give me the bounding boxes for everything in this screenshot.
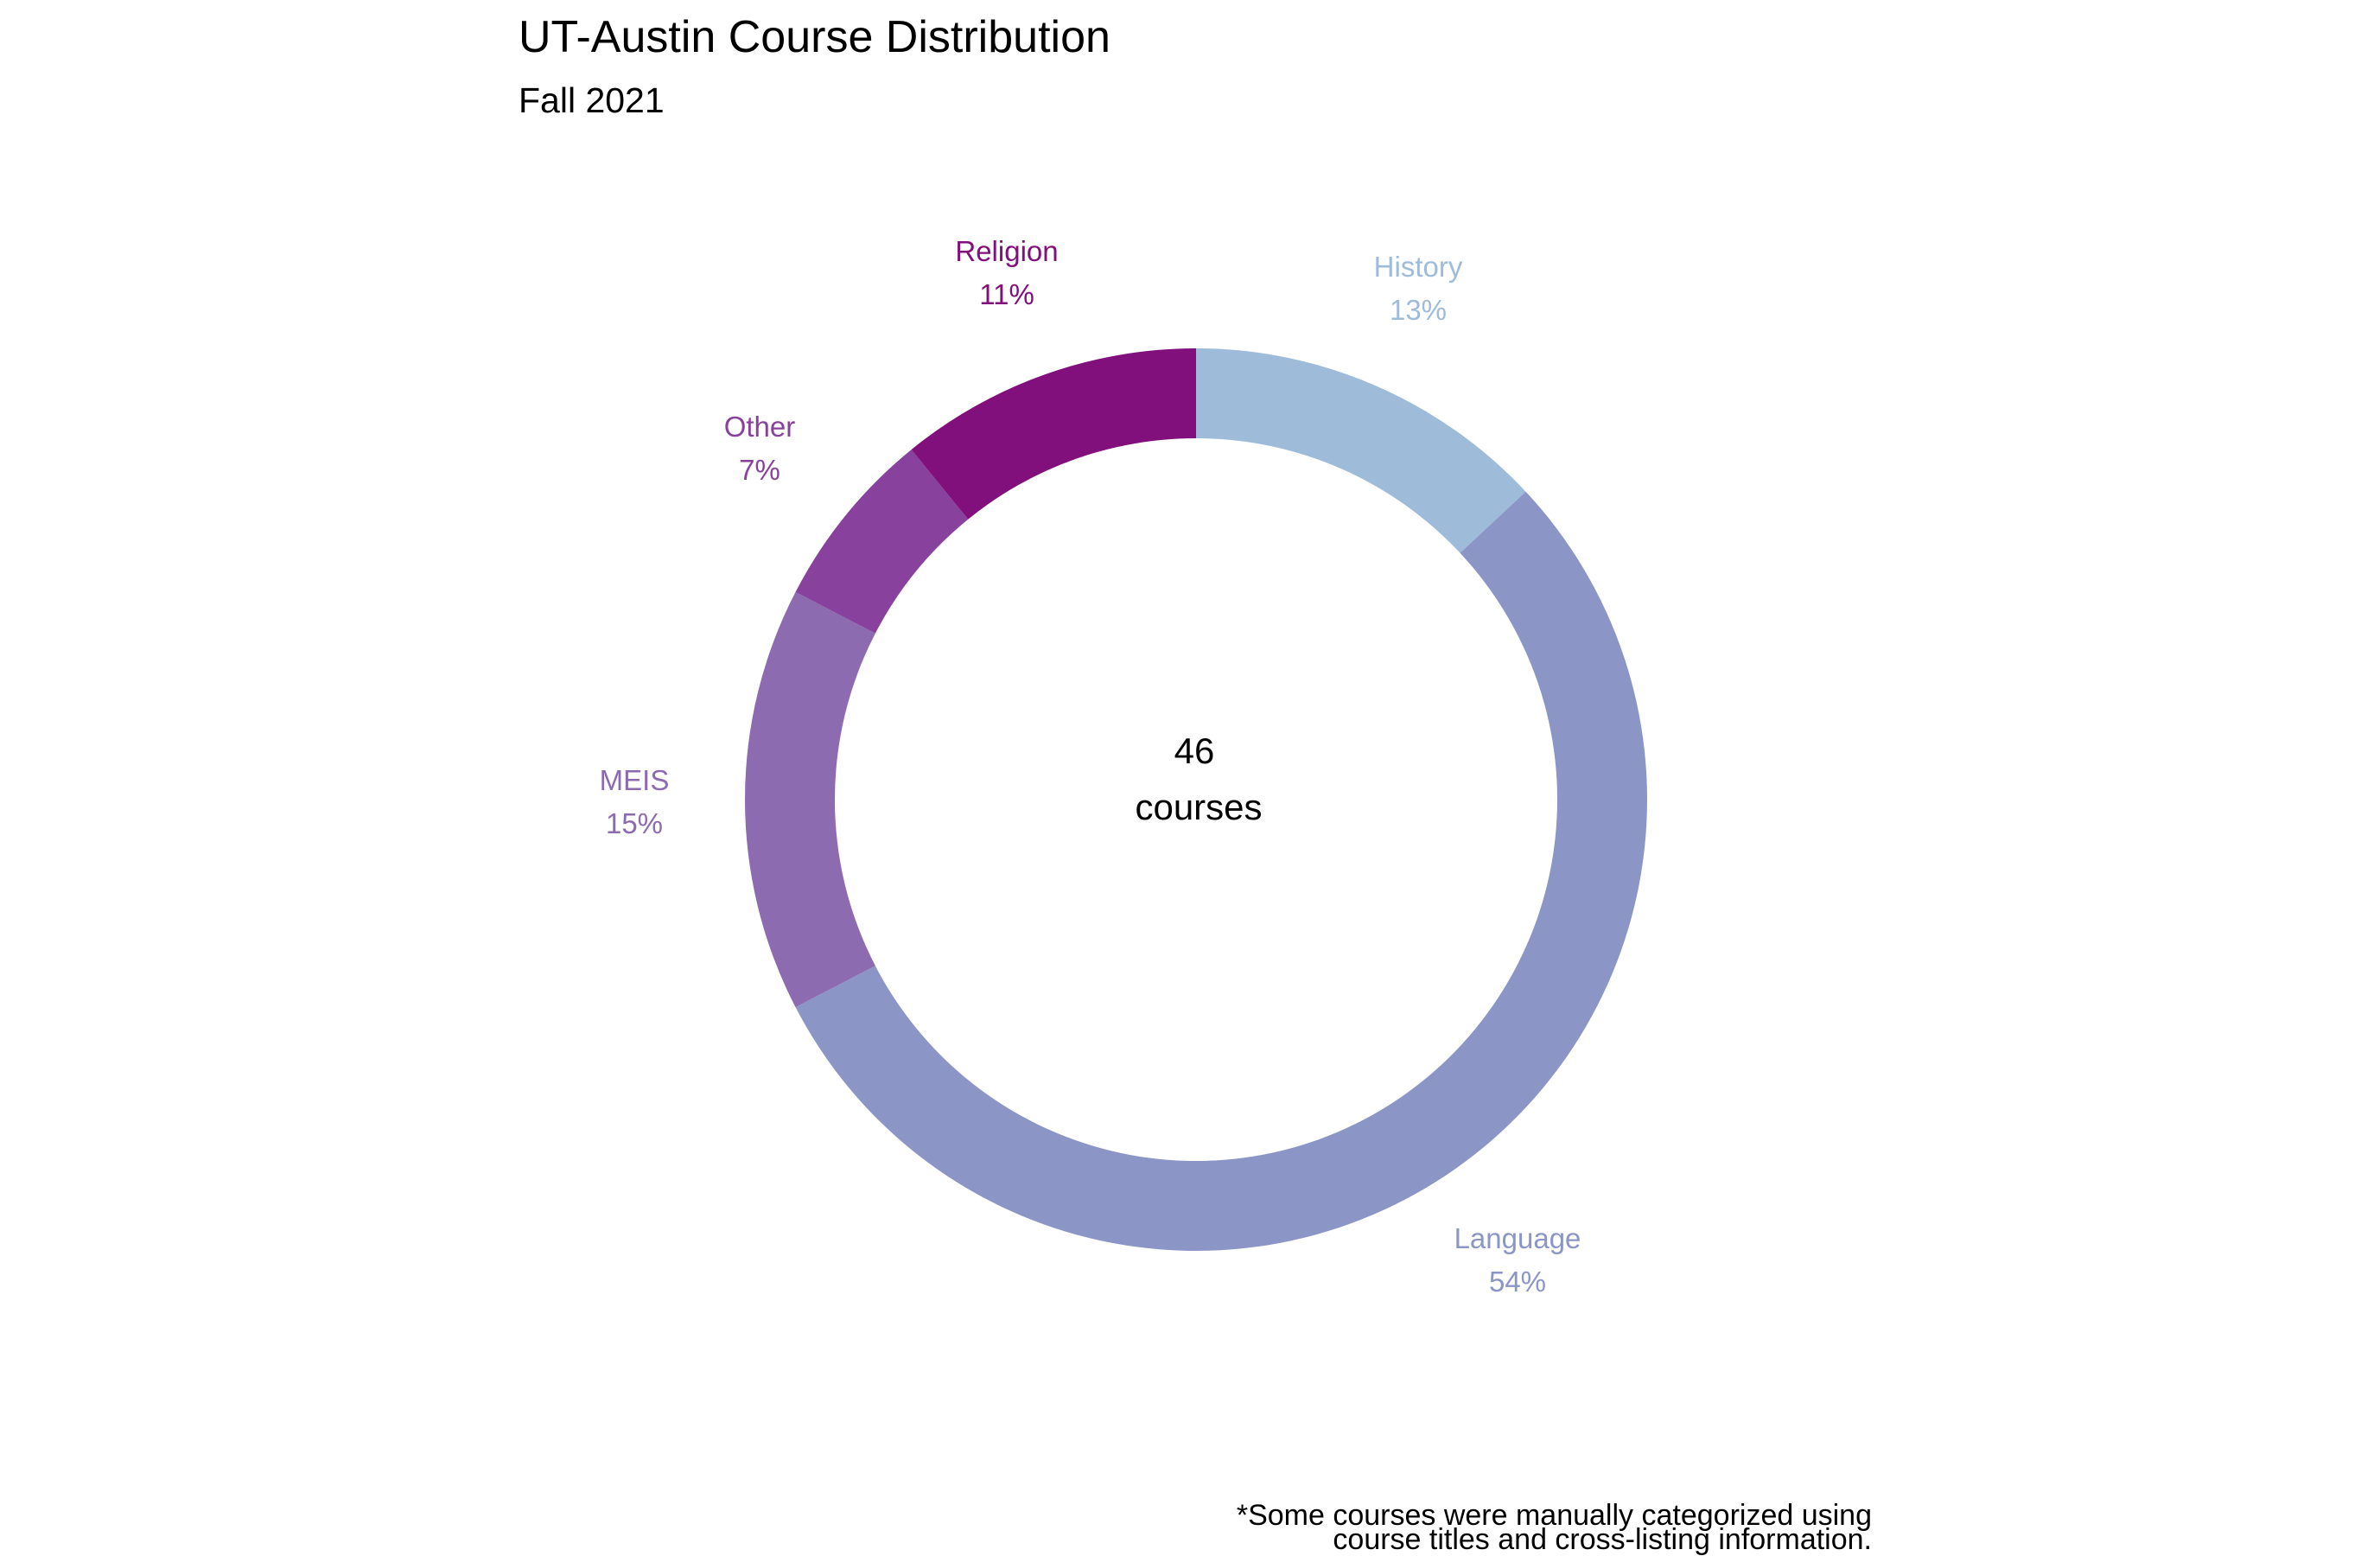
slice-label-language: Language bbox=[1454, 1222, 1581, 1254]
slice-meis bbox=[745, 591, 875, 1008]
slice-history bbox=[1196, 348, 1526, 553]
slice-labels: History 13% Language 54% MEIS 15% Other 7% Relig… bbox=[600, 235, 1581, 1298]
slice-label-history: History bbox=[1374, 251, 1463, 283]
slice-percent-other: 7% bbox=[739, 454, 780, 486]
slice-percent-meis: 15% bbox=[606, 807, 663, 839]
slice-label-religion: Religion bbox=[955, 235, 1058, 267]
center-count: 46 bbox=[1174, 730, 1215, 771]
slice-language bbox=[795, 491, 1648, 1252]
caption-line-1: *Some courses were manually categorized … bbox=[1237, 1499, 1872, 1532]
center-unit: courses bbox=[1135, 787, 1262, 827]
chart-title: UT-Austin Course Distribution bbox=[519, 12, 1110, 62]
caption-line-2: course titles and cross-listing informat… bbox=[1333, 1523, 1872, 1556]
slice-percent-religion: 11% bbox=[979, 278, 1034, 310]
slice-percent-history: 13% bbox=[1390, 294, 1447, 326]
slice-religion bbox=[911, 348, 1196, 520]
slice-label-other: Other bbox=[724, 411, 796, 443]
slice-label-meis: MEIS bbox=[600, 764, 670, 796]
chart-subtitle: Fall 2021 bbox=[519, 80, 665, 120]
slice-percent-language: 54% bbox=[1489, 1266, 1546, 1298]
slice-other bbox=[795, 450, 969, 634]
donut-slices bbox=[745, 348, 1648, 1252]
